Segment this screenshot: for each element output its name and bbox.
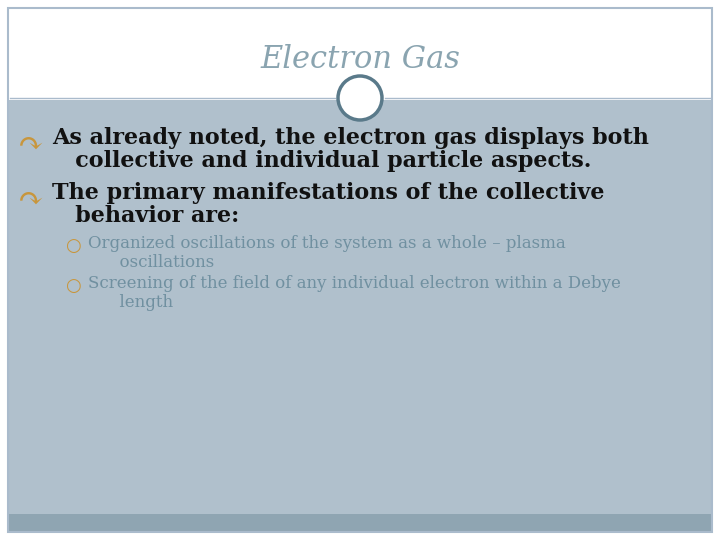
Bar <box>8 2 712 100</box>
Text: behavior are:: behavior are: <box>52 205 239 227</box>
Circle shape <box>338 76 382 120</box>
Text: ○: ○ <box>65 277 81 295</box>
Text: ↷: ↷ <box>18 185 43 216</box>
Bar <box>8 514 712 532</box>
Text: Screening of the field of any individual electron within a Debye: Screening of the field of any individual… <box>88 275 621 292</box>
Text: As already noted, the electron gas displays both: As already noted, the electron gas displ… <box>52 127 649 149</box>
Text: The primary manifestations of the collective: The primary manifestations of the collec… <box>52 182 605 204</box>
Bar <box>8 100 712 514</box>
Text: length: length <box>88 294 173 311</box>
Text: Organized oscillations of the system as a whole – plasma: Organized oscillations of the system as … <box>88 235 566 252</box>
Text: ○: ○ <box>65 237 81 255</box>
Text: Electron Gas: Electron Gas <box>260 44 460 76</box>
Text: collective and individual particle aspects.: collective and individual particle aspec… <box>52 150 591 172</box>
Text: oscillations: oscillations <box>88 254 215 271</box>
Text: ↷: ↷ <box>18 130 43 161</box>
